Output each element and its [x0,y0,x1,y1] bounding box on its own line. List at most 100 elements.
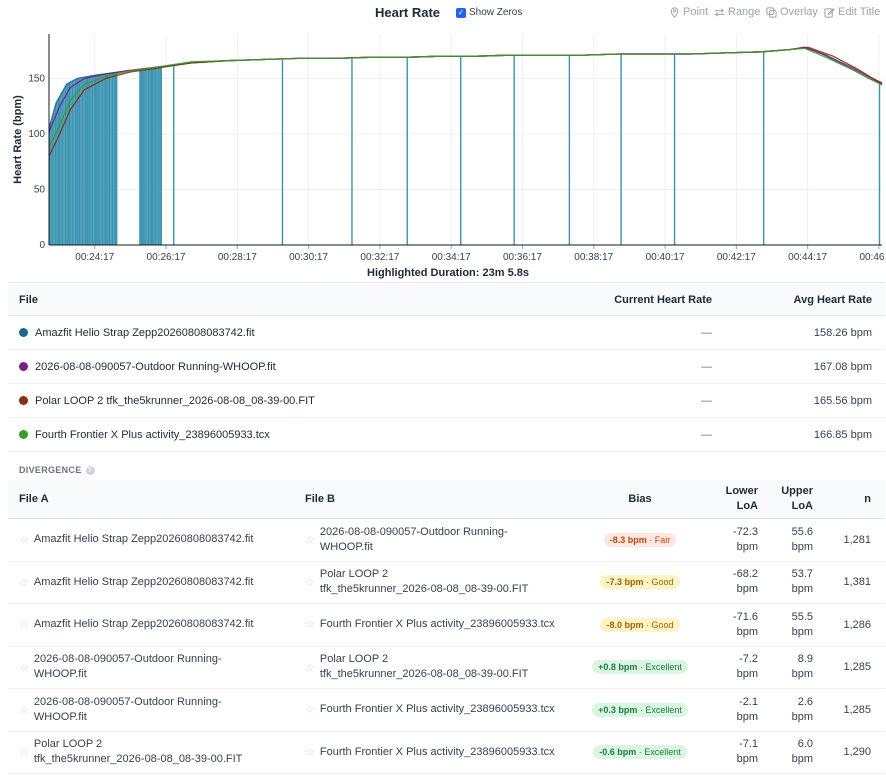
file-a-line: WHOOP.fit [33,710,87,723]
overlay-tool-button[interactable]: Overlay [766,6,818,18]
file-table: File Current Heart Rate Avg Heart Rate A… [8,284,885,452]
x-tick-label: 00:42:17 [717,252,756,263]
point-tool-button[interactable]: Point [669,6,708,18]
divergence-row[interactable]: ☆ Amazfit Helio Strap Zepp20260808083742… [8,604,885,647]
star-icon[interactable]: ☆ [19,534,29,547]
divergence-row[interactable]: ☆ Polar LOOP 2 tfk_the5krunner_2026-08-08… [8,732,885,774]
bias-quality: Excellent [644,747,681,758]
help-icon[interactable]: ? [85,465,95,475]
divergence-row[interactable]: ☆ Amazfit Helio Strap Zepp20260808083742… [8,519,885,562]
y-tick-label: 150 [28,73,45,84]
lower-loa-unit: bpm [736,710,758,723]
avg-hr-value: 158.26 bpm [813,326,872,339]
bias-badge: -8.3 bpm · Fair [603,532,677,547]
star-icon[interactable]: ☆ [19,704,29,717]
n-value: 1,285 [843,661,871,674]
star-icon[interactable]: ☆ [19,576,29,589]
upper-loa-unit: bpm [791,625,813,638]
file-a-name: Amazfit Helio Strap Zepp20260808083742.f… [34,617,254,632]
current-hr-value: — [701,394,712,407]
y-axis-label: Heart Rate (bpm) [12,95,24,184]
file-b-name: Fourth Frontier X Plus activity_23896005… [320,745,555,760]
file-row[interactable]: Amazfit Helio Strap Zepp20260808083742.f… [8,316,885,350]
divergence-row[interactable]: ☆ Amazfit Helio Strap Zepp20260808083742… [8,562,885,604]
edit-title-button[interactable]: Edit Title [824,6,880,18]
quality-separator: · [636,747,645,758]
star-icon[interactable]: ☆ [305,661,315,674]
bias-value: +0.3 bpm [598,704,638,715]
range-tool-button[interactable]: Range [714,6,760,18]
file-b-line: tfk_the5krunner_2026-08-08_08-39-00.FIT [319,668,529,681]
file-a-line: tfk_the5krunner_2026-08-08_08-39-00.FIT [33,753,243,766]
x-tick-label: 00:36:17 [503,252,542,263]
x-tick-label: 00:40:17 [646,252,685,263]
file-name-cell: Amazfit Helio Strap Zepp20260808083742.f… [8,327,558,339]
overlay-icon [766,6,777,18]
file-b-cell: ☆ 2026-08-08-090057-Outdoor Running- WHOO… [294,525,580,555]
file-a-line: 2026-08-08-090057-Outdoor Running- [33,695,222,708]
file-b-line: 2026-08-08-090057-Outdoor Running- [319,525,508,538]
file-name: 2026-08-08-090057-Outdoor Running-WHOOP.… [35,360,276,373]
star-icon[interactable]: ☆ [19,619,29,632]
bias-value: -7.3 bpm [606,577,644,588]
file-b-name: Polar LOOP 2 tfk_the5krunner_2026-08-08_0… [320,567,529,597]
file-b-name: Fourth Frontier X Plus activity_23896005… [320,617,555,632]
lower-loa-unit: bpm [736,668,758,681]
file-name-cell: Polar LOOP 2 tfk_the5krunner_2026-08-08_… [8,395,558,407]
file-b-column-header: File B [305,493,335,505]
lower-loa-cell: -71.6 bpm [700,610,758,640]
divergence-row[interactable]: ☆ 2026-08-08-090057-Outdoor Running- WHOO… [8,647,885,689]
bias-column-header: Bias [628,493,652,505]
current-hr-value: — [701,360,712,373]
file-a-cell: ☆ Polar LOOP 2 tfk_the5krunner_2026-08-08… [8,737,294,767]
star-icon[interactable]: ☆ [305,619,315,632]
file-name-cell: Fourth Frontier X Plus activity_23896005… [8,429,558,441]
bias-badge: -8.0 bpm · Good [600,617,680,632]
star-icon[interactable]: ☆ [305,534,315,547]
y-tick-label: 50 [34,184,46,195]
x-tick-label: 00:24:17 [75,252,114,263]
upper-loa-cell: 55.5 bpm [758,610,813,640]
n-value: 1,285 [843,703,871,716]
file-name-cell: 2026-08-08-090057-Outdoor Running-WHOOP.… [8,361,558,373]
heart-rate-chart-panel[interactable]: 00:24:17 00:26:17 00:28:17 00:30:17 00:32:17… [8,26,886,283]
star-icon[interactable]: ☆ [305,746,315,759]
file-a-name: 2026-08-08-090057-Outdoor Running- WHOOP.… [34,652,222,682]
star-icon[interactable]: ☆ [305,576,315,589]
highlighted-duration: Highlighted Duration: 23m 5.8s [367,267,529,279]
file-b-name: Fourth Frontier X Plus activity_23896005… [320,702,555,717]
checkbox-icon[interactable]: ✓ [456,7,466,18]
lower-loa-value: -72.3 [732,525,758,538]
star-icon[interactable]: ☆ [305,704,315,717]
bias-cell: -8.0 bpm · Good [580,617,700,632]
quality-separator: · [637,704,646,715]
n-value: 1,290 [843,746,871,759]
file-a-cell: ☆ 2026-08-08-090057-Outdoor Running- WHOO… [8,695,294,725]
divergence-row[interactable]: ☆ 2026-08-08-090057-Outdoor Running- WHOO… [8,689,885,732]
file-column-header: File [19,293,38,306]
file-row[interactable]: 2026-08-08-090057-Outdoor Running-WHOOP.… [8,350,885,384]
file-b-line: Polar LOOP 2 [319,568,389,581]
star-icon[interactable]: ☆ [19,661,29,674]
bias-value: -8.0 bpm [606,619,644,630]
show-zeros-toggle[interactable]: ✓ Show Zeros [456,7,522,18]
pin-icon [670,6,679,18]
bias-cell: -0.6 bpm · Excellent [580,745,700,760]
file-row[interactable]: Fourth Frontier X Plus activity_23896005… [8,418,885,452]
upper-loa-cell: 8.9 bpm [758,652,813,682]
lower-loa-value: -71.6 [732,610,758,623]
bias-badge: +0.3 bpm · Excellent [592,702,688,717]
file-row[interactable]: Polar LOOP 2 tfk_the5krunner_2026-08-08_… [8,384,885,418]
upper-loa-value: 8.9 [797,653,813,666]
lower-loa-unit: bpm [736,583,758,596]
series-line-fourth[interactable] [48,47,883,148]
heart-rate-chart[interactable]: 00:24:17 00:26:17 00:28:17 00:30:17 00:32:17… [8,26,886,283]
series-color-dot [19,396,28,405]
lower-loa-header-line1: Lower [725,485,758,497]
star-icon[interactable]: ☆ [19,746,29,759]
edit-title-label: Edit Title [838,6,881,18]
upper-loa-header-line2: LoA [791,500,813,512]
bias-cell: -8.3 bpm · Fair [580,532,700,547]
file-b-line: Fourth Frontier X Plus activity_23896005… [319,618,555,631]
x-tick-label: 00:46:17 [859,252,885,263]
